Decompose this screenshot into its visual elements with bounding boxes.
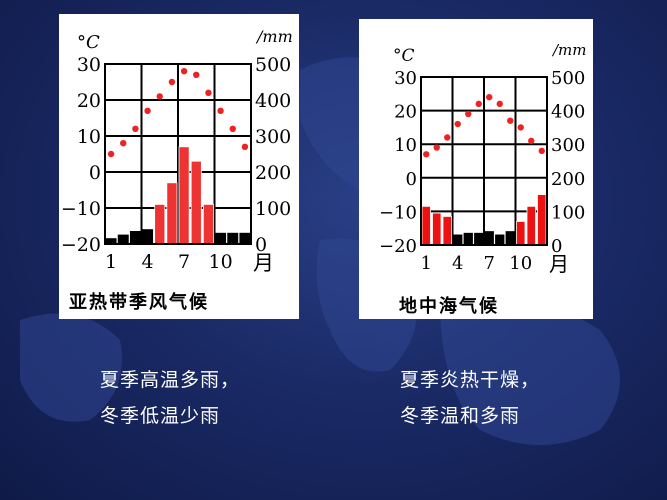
caption-subtropical-monsoon: 夏季高温多雨， 冬季低温少雨 (100, 362, 240, 434)
precipitation-tick-label: 500 (551, 68, 585, 89)
month-tick-label: 1 (421, 253, 432, 274)
precipitation-bar (495, 234, 505, 246)
precipitation-unit-label: /mm (255, 27, 293, 46)
plot-frame-overlay (104, 63, 252, 245)
temperature-tick-label: −20 (379, 236, 417, 257)
temperature-point (144, 107, 151, 115)
precipitation-bar (154, 203, 166, 245)
precipitation-bar (227, 232, 239, 245)
chart-panel-mediterranean: 30 20 10 0 −10 −20 500 400 300 200 100 0 1 4 7 10 月 °C/mm… (359, 19, 593, 319)
caption-line: 冬季温和多雨 (400, 405, 521, 427)
caption-line: 夏季高温多雨， (100, 369, 241, 391)
temperature-point (193, 71, 200, 78)
month-tick-label: 7 (178, 251, 190, 273)
temperature-point (517, 124, 524, 131)
temperature-point (180, 68, 188, 75)
precipitation-tick-label: 100 (255, 198, 291, 220)
precipitation-bar (190, 160, 202, 245)
month-unit-label: 月 (253, 251, 274, 275)
temperature-point (156, 93, 163, 100)
temperature-point (433, 144, 440, 151)
temperature-tick-label: 0 (89, 162, 101, 184)
precipitation-bar (142, 229, 154, 245)
temperature-point (107, 150, 115, 158)
temperature-unit-label: °C (77, 32, 100, 53)
temperature-point (507, 117, 514, 124)
precipitation-bar (474, 232, 484, 246)
precipitation-tick-label: 0 (551, 236, 562, 257)
temperature-unit-label: °C (393, 46, 415, 66)
month-tick-label: 7 (484, 253, 495, 274)
caption-line: 夏季炎热干燥， (400, 369, 541, 391)
month-tick-label: 4 (142, 251, 154, 273)
precipitation-bar (432, 212, 442, 246)
precipitation-tick-label: 200 (551, 169, 585, 190)
temperature-tick-label: −10 (61, 198, 101, 220)
temperature-tick-label: −10 (379, 202, 417, 223)
precipitation-bar (442, 216, 452, 246)
temperature-point (486, 93, 493, 101)
precipitation-bar (484, 231, 494, 246)
precipitation-unit-label: /mm (551, 41, 587, 59)
precipitation-bar (117, 234, 129, 245)
temperature-point (444, 134, 451, 141)
temperature-point (241, 143, 249, 150)
temperature-point (132, 125, 139, 132)
temperature-point (538, 147, 545, 155)
precipitation-bar (239, 232, 251, 245)
temperature-tick-label: 30 (394, 68, 417, 89)
temperature-point (205, 89, 212, 97)
precipitation-bar (215, 232, 227, 245)
precipitation-tick-label: 500 (255, 54, 291, 76)
temperature-point (229, 125, 236, 132)
temperature-tick-label: 0 (406, 169, 417, 190)
temperature-point (168, 78, 176, 86)
chart-panel-subtropical-monsoon: 30 20 10 0 −10 −20 500 400 300 200 100 0 1 4 7 10 月 °C/mm… (59, 14, 299, 319)
chart-title: 亚热带季风气候 (69, 292, 209, 313)
precipitation-bar (537, 194, 547, 246)
precipitation-bar (166, 182, 178, 245)
temperature-tick-label: 20 (394, 102, 417, 123)
month-unit-label: 月 (549, 252, 569, 276)
temperature-point (528, 137, 535, 145)
precipitation-bar (453, 234, 463, 246)
plot-frame-overlay (420, 76, 548, 246)
temperature-point (423, 151, 430, 158)
temperature-tick-label: 20 (77, 90, 101, 112)
month-tick-label: 1 (105, 251, 117, 273)
precipitation-tick-label: 200 (255, 162, 291, 184)
month-tick-label: 4 (452, 253, 463, 274)
precipitation-tick-label: 400 (255, 90, 291, 112)
precipitation-bar (516, 221, 526, 246)
month-tick-label: 10 (208, 251, 232, 273)
chart-title: 地中海气候 (399, 296, 499, 317)
caption-line: 冬季低温少雨 (100, 405, 221, 427)
precipitation-bar (505, 231, 515, 246)
caption-mediterranean: 夏季炎热干燥， 冬季温和多雨 (400, 362, 540, 434)
temperature-tick-label: 10 (394, 135, 417, 156)
temperature-point (454, 120, 461, 128)
precipitation-tick-label: 0 (255, 234, 267, 256)
precipitation-tick-label: 300 (551, 135, 585, 156)
precipitation-bar (463, 232, 473, 246)
precipitation-bar (129, 230, 141, 245)
precipitation-bar (178, 146, 190, 245)
precipitation-tick-label: 100 (551, 202, 585, 223)
temperature-point (475, 100, 482, 108)
temperature-point (120, 140, 127, 147)
temperature-tick-label: 10 (77, 126, 101, 148)
precipitation-bar (421, 205, 431, 246)
temperature-point (496, 100, 503, 108)
precipitation-tick-label: 300 (255, 126, 291, 148)
precipitation-bar (202, 203, 214, 245)
precipitation-bar (526, 205, 536, 246)
month-tick-label: 10 (509, 253, 532, 274)
temperature-tick-label: 30 (77, 54, 101, 76)
temperature-tick-label: −20 (61, 234, 101, 256)
temperature-point (217, 107, 224, 115)
precipitation-tick-label: 400 (551, 102, 585, 123)
temperature-point (465, 110, 472, 118)
